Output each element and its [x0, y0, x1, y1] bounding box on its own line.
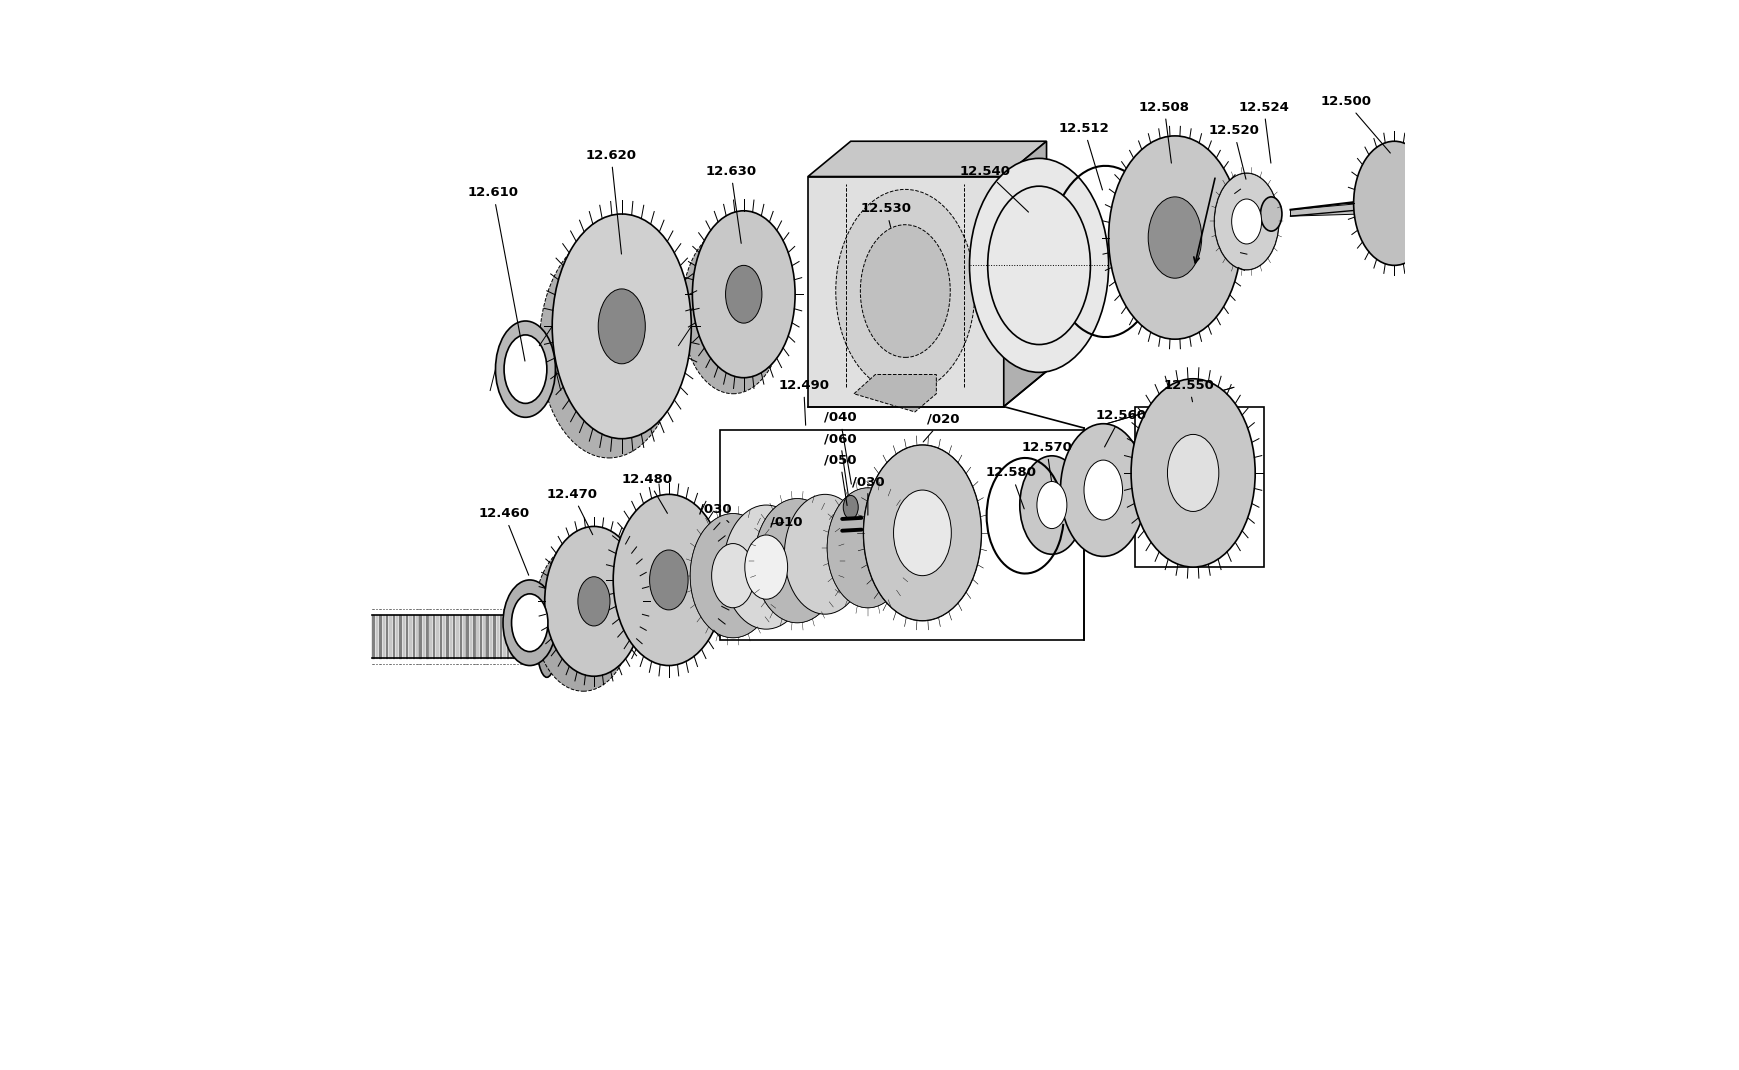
- Ellipse shape: [894, 490, 951, 576]
- Text: 12.470: 12.470: [546, 488, 598, 535]
- Ellipse shape: [503, 580, 556, 666]
- Ellipse shape: [1083, 460, 1122, 520]
- Ellipse shape: [690, 514, 776, 638]
- Ellipse shape: [692, 211, 795, 378]
- Ellipse shape: [1214, 173, 1278, 270]
- Polygon shape: [807, 177, 1003, 407]
- Text: /040: /040: [823, 411, 856, 484]
- Ellipse shape: [1036, 482, 1066, 529]
- Ellipse shape: [784, 494, 866, 614]
- Text: 12.550: 12.550: [1163, 379, 1214, 401]
- Ellipse shape: [1059, 424, 1146, 556]
- Ellipse shape: [826, 488, 908, 608]
- Text: 12.530: 12.530: [861, 202, 911, 227]
- Text: /010: /010: [770, 516, 802, 529]
- Text: 12.560: 12.560: [1096, 409, 1146, 447]
- Text: /030: /030: [697, 503, 730, 522]
- Ellipse shape: [511, 594, 548, 652]
- Text: 12.512: 12.512: [1057, 122, 1109, 190]
- Ellipse shape: [539, 233, 678, 458]
- Text: /020: /020: [923, 413, 958, 442]
- Ellipse shape: [711, 544, 755, 608]
- Ellipse shape: [988, 186, 1090, 345]
- Ellipse shape: [612, 494, 723, 666]
- Ellipse shape: [1358, 195, 1370, 220]
- Text: 12.620: 12.620: [586, 149, 636, 254]
- Ellipse shape: [1130, 379, 1254, 567]
- Text: 12.460: 12.460: [478, 507, 529, 576]
- Ellipse shape: [843, 495, 857, 519]
- Polygon shape: [807, 141, 1045, 177]
- Ellipse shape: [969, 158, 1108, 372]
- Ellipse shape: [1148, 197, 1202, 278]
- Ellipse shape: [577, 577, 610, 626]
- Text: 12.508: 12.508: [1137, 101, 1189, 163]
- Ellipse shape: [835, 189, 974, 393]
- Ellipse shape: [496, 321, 555, 417]
- Text: 12.610: 12.610: [468, 186, 525, 361]
- Ellipse shape: [504, 335, 546, 403]
- Ellipse shape: [1167, 434, 1217, 511]
- Ellipse shape: [1353, 141, 1435, 265]
- Text: /030: /030: [850, 475, 883, 515]
- Text: 12.520: 12.520: [1207, 124, 1259, 179]
- Ellipse shape: [649, 550, 687, 610]
- Ellipse shape: [544, 526, 643, 676]
- Ellipse shape: [859, 225, 949, 357]
- Polygon shape: [1290, 203, 1362, 216]
- Ellipse shape: [725, 265, 762, 323]
- Text: /050: /050: [823, 454, 856, 505]
- Text: 12.524: 12.524: [1238, 101, 1289, 163]
- Ellipse shape: [863, 445, 981, 621]
- Text: 12.570: 12.570: [1021, 441, 1071, 480]
- Text: 12.540: 12.540: [960, 165, 1028, 212]
- Ellipse shape: [755, 499, 840, 623]
- Text: 12.500: 12.500: [1320, 95, 1389, 153]
- Ellipse shape: [1214, 173, 1278, 270]
- Text: 12.480: 12.480: [621, 473, 673, 514]
- Ellipse shape: [1108, 136, 1240, 339]
- Ellipse shape: [723, 505, 809, 629]
- Ellipse shape: [536, 596, 556, 677]
- Ellipse shape: [1019, 456, 1083, 554]
- Ellipse shape: [690, 514, 776, 638]
- Ellipse shape: [744, 535, 788, 599]
- Ellipse shape: [551, 214, 690, 439]
- Text: 12.580: 12.580: [986, 467, 1036, 509]
- Polygon shape: [1003, 141, 1045, 407]
- Ellipse shape: [863, 445, 981, 621]
- Ellipse shape: [1231, 199, 1261, 244]
- Ellipse shape: [682, 227, 784, 394]
- Text: /060: /060: [823, 432, 856, 494]
- Ellipse shape: [826, 488, 908, 608]
- Polygon shape: [854, 374, 936, 412]
- Ellipse shape: [534, 541, 631, 691]
- Ellipse shape: [598, 289, 645, 364]
- Text: 12.490: 12.490: [777, 379, 830, 425]
- Ellipse shape: [755, 499, 840, 623]
- Text: 12.630: 12.630: [704, 165, 756, 243]
- Ellipse shape: [1259, 197, 1282, 231]
